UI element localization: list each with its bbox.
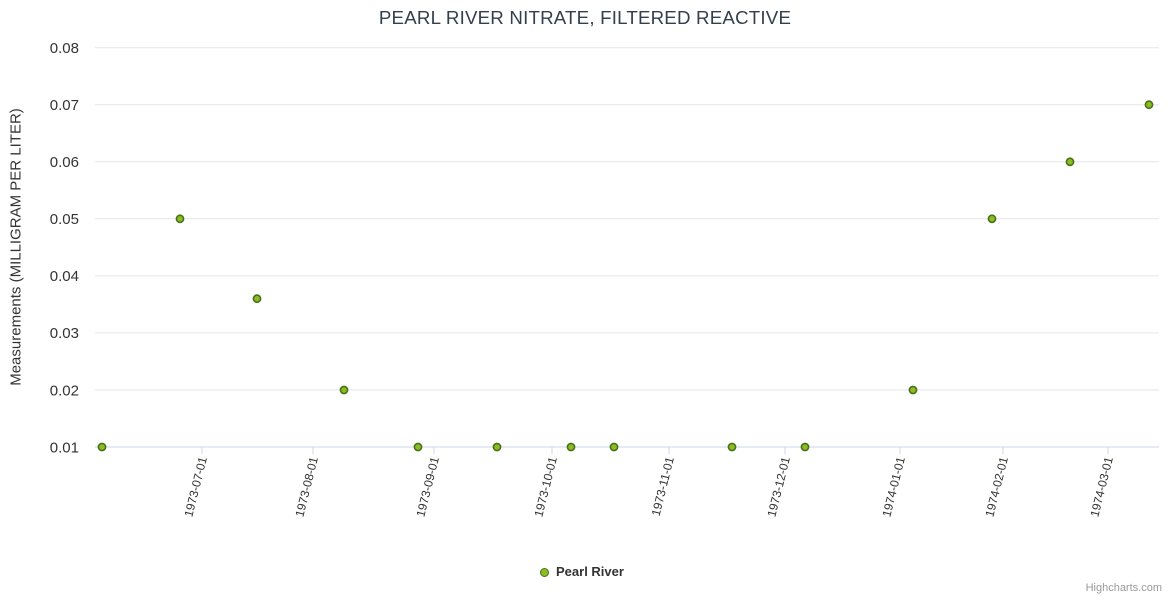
- svg-text:1973-10-01: 1973-10-01: [531, 455, 560, 518]
- svg-text:0.03: 0.03: [50, 325, 79, 342]
- svg-text:0.04: 0.04: [50, 268, 79, 285]
- svg-text:1973-08-01: 1973-08-01: [292, 455, 321, 518]
- svg-text:1973-07-01: 1973-07-01: [181, 455, 210, 518]
- svg-text:0.02: 0.02: [50, 382, 79, 399]
- svg-text:1974-03-01: 1974-03-01: [1087, 455, 1116, 518]
- svg-text:0.05: 0.05: [50, 211, 79, 228]
- svg-text:0.08: 0.08: [50, 40, 79, 57]
- svg-text:1974-01-01: 1974-01-01: [879, 455, 908, 518]
- svg-text:0.06: 0.06: [50, 154, 79, 171]
- svg-text:1973-12-01: 1973-12-01: [764, 455, 793, 518]
- svg-text:1973-09-01: 1973-09-01: [413, 455, 442, 518]
- svg-text:0.07: 0.07: [50, 97, 79, 114]
- svg-text:0.01: 0.01: [50, 439, 79, 456]
- svg-text:1974-02-01: 1974-02-01: [982, 455, 1011, 518]
- svg-text:1973-11-01: 1973-11-01: [649, 455, 677, 517]
